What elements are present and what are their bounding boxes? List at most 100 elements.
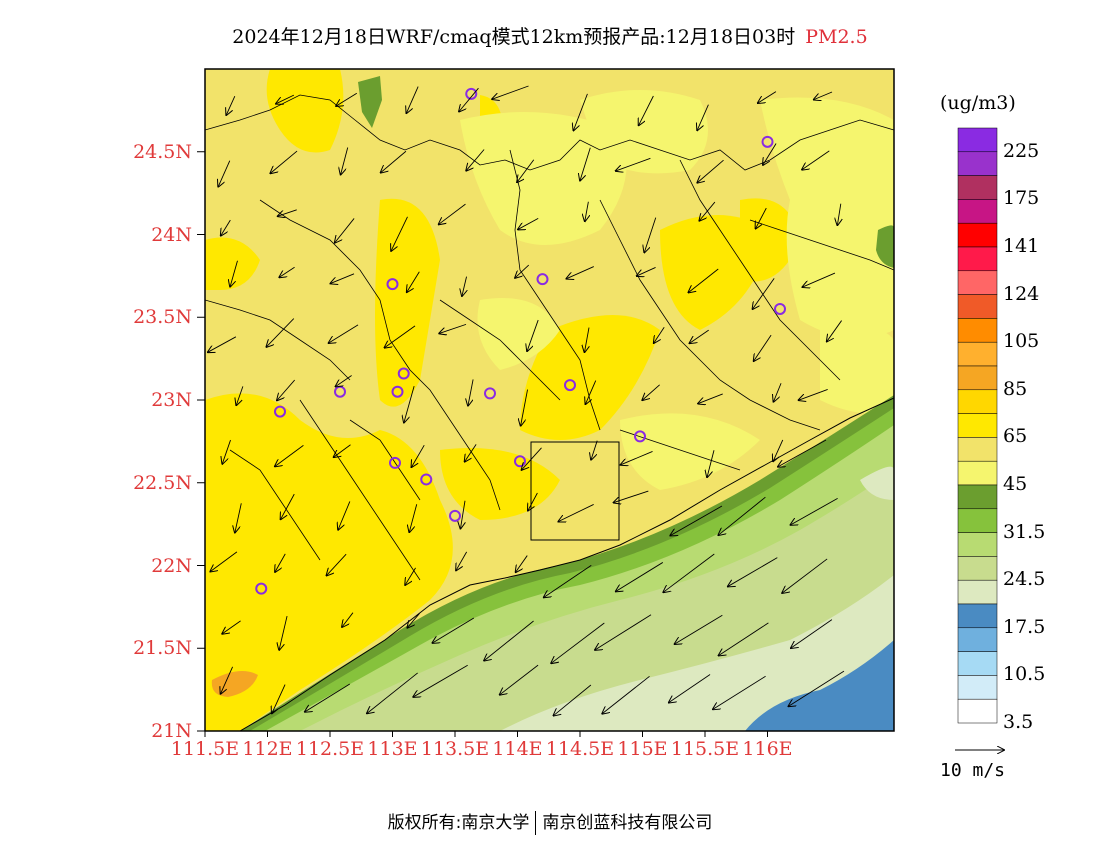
wind-arrow [492, 85, 529, 99]
colorbar-swatch [957, 651, 998, 676]
wind-arrow [558, 504, 594, 521]
wind-arrow [837, 203, 840, 225]
wind-arrow [782, 558, 828, 593]
colorbar-label: 141 [1003, 235, 1040, 257]
colorbar-label: 105 [1003, 330, 1040, 353]
wind-arrow [789, 670, 845, 706]
colorbar-swatch [957, 437, 998, 462]
colorbar-swatch [957, 508, 998, 533]
lon-tick-label: 116E [742, 738, 793, 760]
wind-arrow [718, 496, 766, 535]
hk-frame [530, 441, 620, 541]
wind-arrow [222, 620, 241, 634]
station-marker [391, 385, 404, 398]
wind-arrow [799, 389, 828, 400]
wind-arrow [675, 614, 723, 644]
wind-arrow [515, 264, 530, 278]
wind-arrow [404, 385, 415, 422]
colorbar-swatch [957, 127, 998, 153]
colorbar-swatch [957, 294, 998, 319]
wind-arrow [279, 266, 295, 277]
colorbar-swatch [957, 175, 998, 200]
station-marker [420, 473, 433, 486]
monitor-stations [255, 87, 786, 595]
wind-arrow [460, 500, 465, 529]
copyright-footer: 版权所有:南京大学 南京创蓝科技有限公司 [387, 811, 713, 835]
wind-arrow [654, 327, 665, 343]
wind-arrow [381, 150, 407, 172]
wind-arrow [774, 383, 782, 401]
wind-arrow [585, 380, 597, 404]
wind-arrow [266, 318, 295, 347]
colorbar-label: 45 [1003, 473, 1028, 495]
wind-arrow [707, 450, 715, 477]
wind-arrow [616, 157, 651, 171]
wind-arrow [699, 201, 716, 221]
wind-arrow [439, 203, 466, 224]
lon-tick-label: 115.5E [670, 738, 740, 760]
wind-arrow [439, 323, 467, 333]
wind-arrow [521, 389, 528, 426]
wind-arrow [688, 268, 719, 293]
lat-tick-label: 22N [151, 554, 192, 577]
wind-arrow [528, 492, 538, 511]
lat-tick-label: 24N [151, 223, 192, 246]
map-title: 2024年12月18日WRF/cmaq模式12km预报产品:12月18日03时 P… [232, 26, 868, 48]
wind-arrow [802, 150, 830, 170]
wind-arrow [336, 375, 352, 387]
colorbar-swatch [957, 603, 998, 629]
colorbar-swatch [957, 341, 998, 367]
wind-arrow [522, 447, 542, 470]
wind-arrow [334, 444, 351, 457]
colorbar-swatch [957, 460, 998, 486]
wind-arrow [639, 95, 654, 125]
colorbar-swatch [957, 222, 998, 248]
colorbar-swatch [957, 246, 998, 272]
wind-arrow [336, 92, 358, 106]
wind-arrow [221, 666, 234, 694]
variable-name: PM2.5 [805, 26, 868, 48]
station-marker [634, 430, 646, 443]
wind-arrow [210, 551, 238, 572]
colorbar-swatch [957, 698, 998, 724]
wind-arrow [278, 209, 297, 216]
wind-arrow [367, 672, 418, 713]
wind-arrow [758, 91, 777, 103]
wind-arrow [544, 564, 592, 597]
lat-tick-label: 21N [151, 720, 192, 742]
wind-arrow [275, 553, 286, 572]
wind-arrow [341, 147, 349, 174]
wind-arrow [432, 617, 475, 643]
wind-arrow [459, 87, 479, 111]
wind-arrow [466, 149, 485, 170]
wind-arrow [778, 439, 827, 467]
wind-arrow [462, 276, 467, 296]
wind-arrow [566, 266, 594, 279]
colorbar-label: 65 [1003, 425, 1028, 448]
colorbar-swatch [957, 413, 998, 438]
colorbar-swatch [957, 675, 998, 700]
wind-arrow [754, 334, 772, 361]
lon-tick-label: 115E [617, 738, 668, 760]
wind-arrow [669, 674, 711, 702]
wind-arrow [690, 329, 709, 343]
wind-arrow [814, 91, 833, 100]
wind-arrow [329, 324, 359, 343]
wind-arrow [218, 160, 231, 187]
wind-arrow [763, 143, 777, 164]
wind-arrow [756, 207, 767, 228]
wind-arrow [791, 619, 833, 648]
colorbar-swatch [957, 199, 998, 224]
colorbar-label: 24.5 [1003, 568, 1046, 591]
wind-arrow [281, 493, 295, 519]
colorbar-swatch [957, 484, 998, 510]
wind-arrow [516, 555, 528, 573]
colorbar-swatch [957, 579, 998, 605]
colorbar-label: 175 [1003, 187, 1040, 210]
wind-arrow [456, 551, 468, 570]
wind-arrow [413, 664, 468, 697]
station-marker [397, 367, 410, 380]
wind-arrow [230, 260, 238, 287]
colorbar-swatch [957, 556, 998, 581]
